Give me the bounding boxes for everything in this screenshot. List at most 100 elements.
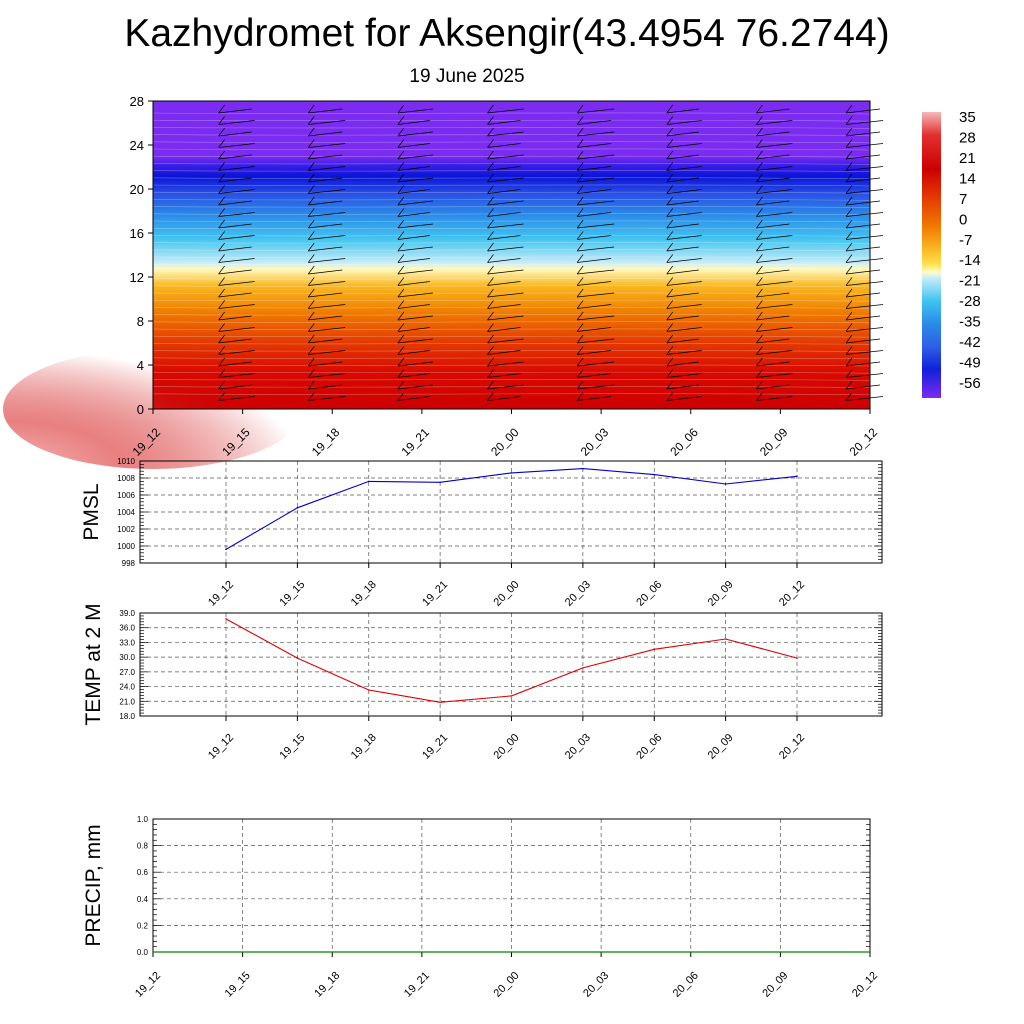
wind-barb [666,185,702,194]
xtick-label: 19_18 [349,579,379,609]
wind-barb [845,277,884,286]
wind-barb [576,104,615,114]
data-point [582,467,584,470]
wind-barb [218,242,252,252]
wind-barb [487,300,521,309]
ytick-label: 0.4 [137,895,149,904]
wind-barb [307,277,346,286]
wind-barb [756,231,793,240]
contour-line [152,270,871,273]
wind-barb [487,173,524,183]
wind-barb [218,254,255,263]
wind-barb [218,288,252,298]
wind-barb [576,369,612,378]
wind-barb [487,162,521,171]
wind-barb [756,127,790,137]
wind-barb [218,162,255,171]
wind-barb [576,323,612,332]
wind-barb [756,196,790,206]
wind-barb [397,208,430,217]
wind-barb [666,311,699,321]
wind-barb [756,380,790,390]
y-axis-title: PRECIP, mm [82,824,105,946]
heatmap-xtick-label: 20_12 [847,425,881,459]
wind-barb [666,254,702,263]
wind-barb [307,173,343,183]
wind-barb [845,242,881,252]
colorbar-label: 7 [959,191,967,208]
wind-barb [756,288,790,298]
wind-barbs [218,104,884,401]
wind-barb [666,116,702,125]
contour-line [152,234,871,237]
xtick-label: 20_12 [850,970,880,1000]
colorbar-label: -14 [959,252,981,269]
wind-barb [756,242,790,252]
wind-barb [397,104,433,114]
wind-barb [487,116,521,125]
ytick-label: 27.0 [119,668,135,677]
wind-barb [576,265,615,275]
wind-barb [756,219,790,229]
wind-barb [576,242,615,252]
contour-line [152,242,871,244]
contour-line [152,342,871,345]
wind-barb [487,231,521,240]
wind-barb [487,357,524,367]
contour-line [152,321,871,324]
wind-barb [397,116,430,125]
wind-barb [307,231,346,240]
wind-barb [307,265,343,275]
wind-barb [576,208,612,217]
wind-barb [666,196,699,206]
wind-barb [576,311,615,321]
wind-barb [397,139,430,148]
wind-barb [666,219,699,229]
wind-barb [487,277,521,286]
ytick-label: 1004 [117,508,135,517]
wind-barb [666,231,702,240]
contour-line [152,350,871,352]
wind-barb [845,300,884,309]
heatmap-fill [153,101,870,409]
wind-barb [218,231,255,240]
wind-barb [845,139,884,148]
contour-line [152,213,871,216]
xtick-label: 20_00 [492,970,522,1000]
ytick-label: 1.0 [137,815,149,824]
wind-barb [307,116,346,125]
wind-barb [307,196,343,206]
wind-barb [487,334,524,344]
wind-barb [756,323,793,332]
contour-line [152,335,871,338]
wind-barb [397,173,433,183]
chart-title: Kazhydromet for Aksengir(43.4954 76.2744… [124,12,890,55]
wind-barb [218,219,252,229]
ytick-label: 1002 [117,525,135,534]
ytick-label: 18.0 [119,712,135,721]
xtick-label: 19_12 [133,970,163,1000]
wind-barb [576,116,612,125]
xtick-label: 20_03 [581,970,611,1000]
wind-barb [397,380,433,390]
wind-barb [487,311,524,321]
ytick-label: 0.8 [137,842,149,851]
wind-barb [576,357,615,367]
wind-barb [397,323,430,332]
heatmap-contours [152,112,871,396]
contour-line [152,328,871,331]
wind-barb [218,127,252,137]
contour-line [152,249,871,252]
contour-line [152,364,871,367]
contour-line [152,386,871,388]
heatmap-ytick-label: 16 [130,226,144,241]
xtick-label: 20_09 [706,732,736,762]
wind-barb [576,219,615,229]
wind-barb [487,242,524,252]
xtick-label: 19_15 [277,732,307,762]
xtick-label: 20_00 [492,579,522,609]
contour-line [152,191,871,194]
wind-barb [307,254,346,263]
wind-barb [756,357,790,367]
